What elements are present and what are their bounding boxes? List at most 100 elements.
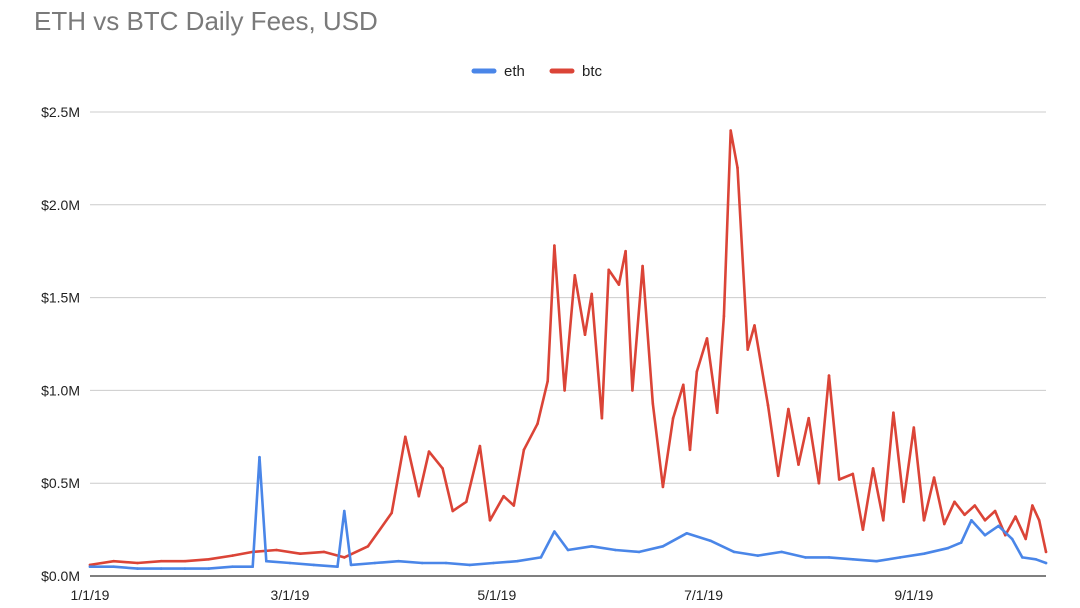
series-line-btc — [88, 129, 1048, 567]
data-point-eth — [959, 541, 963, 544]
data-point-btc — [427, 450, 431, 453]
series-line-eth — [88, 455, 1048, 570]
data-point-eth — [539, 556, 543, 559]
data-point-eth — [420, 561, 424, 565]
data-point-btc — [546, 379, 549, 383]
data-point-btc — [902, 500, 905, 504]
data-point-eth — [336, 565, 339, 568]
data-point-btc — [641, 264, 644, 268]
legend-item-eth[interactable]: eth — [471, 63, 525, 80]
data-point-btc — [746, 348, 749, 351]
data-point-btc — [861, 528, 865, 531]
legend-item-btc[interactable]: btc — [549, 63, 603, 80]
data-point-eth — [112, 565, 115, 568]
data-point-eth — [997, 524, 1000, 528]
data-point-eth — [1044, 561, 1048, 565]
legend-label-btc: btc — [582, 63, 603, 80]
data-point-eth — [373, 561, 377, 565]
data-point-btc — [275, 548, 278, 552]
data-point-btc — [817, 481, 821, 485]
y-axis-ticks: $0.0M $0.5M $1.0M $1.5M $2.0M $2.5M — [41, 104, 80, 584]
data-point-eth — [732, 550, 736, 554]
data-point-btc — [417, 494, 421, 498]
y-tick-label: $0.5M — [41, 475, 80, 491]
data-point-btc — [207, 558, 210, 561]
data-point-btc — [787, 407, 790, 411]
x-tick-label: 9/1/19 — [894, 587, 933, 603]
data-point-btc — [583, 333, 587, 337]
data-point-eth — [265, 559, 268, 563]
x-tick-label: 1/1/19 — [71, 587, 110, 603]
data-point-btc — [851, 472, 855, 476]
data-point-eth — [88, 565, 92, 568]
data-point-btc — [1024, 537, 1027, 541]
data-point-eth — [709, 539, 712, 542]
data-point-btc — [366, 545, 370, 548]
data-point-btc — [882, 519, 885, 522]
data-point-btc — [390, 511, 394, 515]
data-point-eth — [566, 548, 570, 552]
data-point-eth — [946, 546, 949, 550]
data-point-btc — [953, 500, 956, 504]
data-point-eth — [780, 550, 783, 554]
data-point-eth — [288, 561, 292, 565]
chart-title: ETH vs BTC Daily Fees, USD — [34, 6, 378, 36]
data-point-btc — [688, 448, 692, 452]
data-point-eth — [343, 509, 346, 513]
data-point-btc — [715, 411, 719, 415]
series-btc — [88, 129, 1048, 567]
data-point-btc — [322, 550, 326, 554]
data-point-btc — [607, 268, 610, 272]
gridlines — [90, 111, 1046, 577]
data-point-eth — [553, 530, 556, 533]
y-tick-label: $0.0M — [41, 568, 80, 584]
data-point-btc — [993, 509, 997, 513]
plot-area — [88, 129, 1048, 570]
data-point-btc — [488, 519, 492, 522]
data-point-btc — [695, 370, 699, 374]
data-point-btc — [298, 552, 302, 555]
data-point-eth — [827, 556, 831, 559]
data-point-btc — [729, 129, 732, 132]
data-point-eth — [804, 556, 807, 559]
data-point-eth — [183, 567, 187, 570]
data-point-btc — [912, 426, 916, 429]
data-point-btc — [512, 504, 516, 507]
data-point-eth — [231, 565, 234, 568]
data-point-eth — [685, 532, 688, 535]
data-point-btc — [963, 513, 966, 517]
data-point-btc — [922, 519, 926, 522]
data-point-btc — [502, 494, 505, 498]
series-eth — [88, 455, 1048, 570]
data-point-btc — [1031, 504, 1034, 507]
data-point-eth — [1010, 537, 1014, 541]
data-point-eth — [397, 559, 400, 563]
data-point-btc — [536, 422, 539, 426]
data-point-eth — [637, 550, 641, 554]
y-tick-label: $1.0M — [41, 382, 80, 398]
data-point-btc — [1037, 519, 1041, 522]
data-point-eth — [312, 563, 316, 567]
data-point-eth — [159, 567, 163, 570]
data-point-btc — [478, 444, 482, 448]
data-point-btc — [451, 509, 455, 513]
data-point-btc — [112, 559, 115, 563]
data-point-btc — [932, 476, 936, 479]
data-point-eth — [590, 545, 593, 548]
data-point-btc — [522, 448, 526, 452]
data-point-eth — [492, 561, 495, 565]
data-point-eth — [983, 533, 987, 537]
data-point-btc — [590, 292, 593, 296]
data-point-eth — [258, 455, 261, 459]
data-point-btc — [231, 554, 234, 557]
data-point-eth — [875, 559, 878, 563]
data-point-eth — [1021, 556, 1024, 559]
data-point-btc — [671, 416, 675, 420]
data-point-btc — [1014, 515, 1017, 518]
legend-label-eth: eth — [504, 63, 525, 80]
y-tick-label: $1.5M — [41, 290, 80, 306]
data-point-btc — [983, 519, 987, 522]
data-point-btc — [1044, 550, 1048, 554]
